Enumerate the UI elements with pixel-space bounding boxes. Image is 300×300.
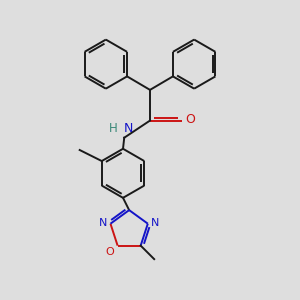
Text: N: N: [151, 218, 159, 228]
Text: N: N: [124, 122, 133, 135]
Text: O: O: [185, 113, 195, 126]
Text: H: H: [110, 122, 118, 135]
Text: N: N: [99, 218, 107, 228]
Text: O: O: [106, 247, 115, 257]
